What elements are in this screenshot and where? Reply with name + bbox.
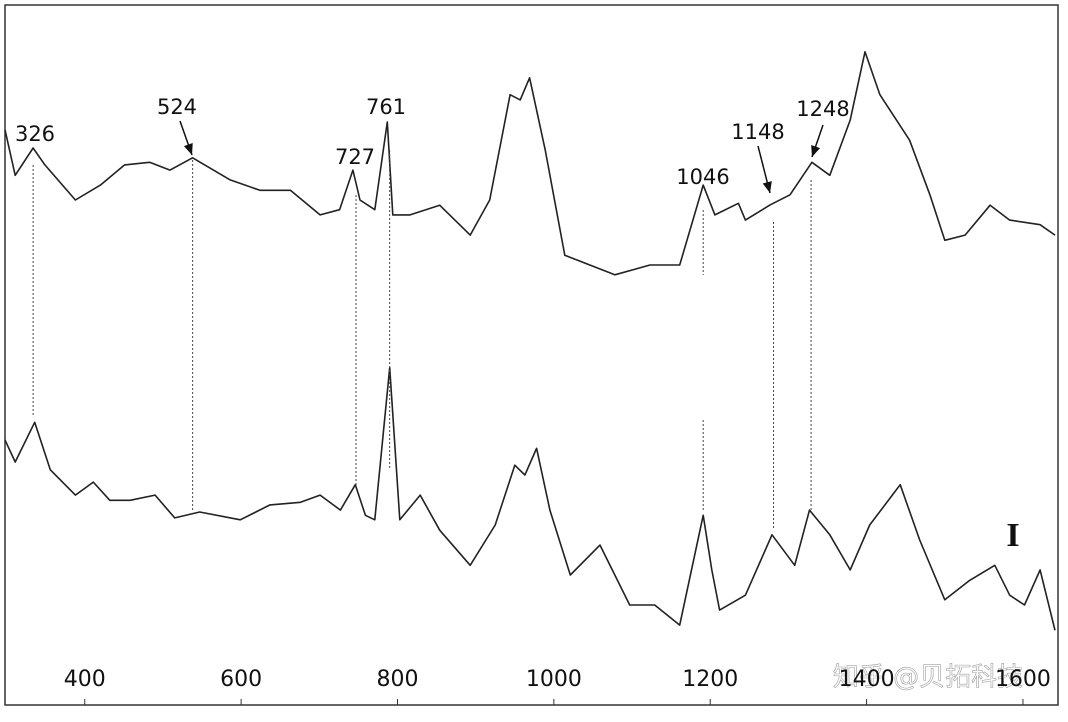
peak-label: 1248 xyxy=(796,97,849,121)
peak-arrowhead xyxy=(762,181,772,193)
peak-arrowhead xyxy=(811,145,821,157)
x-tick-label: 1600 xyxy=(995,667,1051,692)
watermark: 知乎 @贝拓科技 xyxy=(833,663,1023,693)
peak-label: 761 xyxy=(366,95,406,119)
x-tick-label: 800 xyxy=(376,667,418,692)
peak-label: 524 xyxy=(157,95,197,119)
spectrum-line xyxy=(4,51,1056,276)
peak-arrowhead xyxy=(183,143,193,155)
peak-label: 1046 xyxy=(676,165,729,189)
x-tick-label: 1400 xyxy=(839,667,895,692)
x-tick-label: 1000 xyxy=(526,667,582,692)
peak-label: 326 xyxy=(15,122,55,146)
frame xyxy=(4,4,1059,706)
peak-label: 727 xyxy=(335,145,375,169)
series-label: I xyxy=(1006,517,1019,554)
spectrum-line xyxy=(4,366,1056,631)
x-tick-label: 400 xyxy=(64,667,106,692)
peak-label: 1148 xyxy=(731,120,784,144)
x-tick-label: 600 xyxy=(220,667,262,692)
x-tick-label: 1200 xyxy=(682,667,738,692)
